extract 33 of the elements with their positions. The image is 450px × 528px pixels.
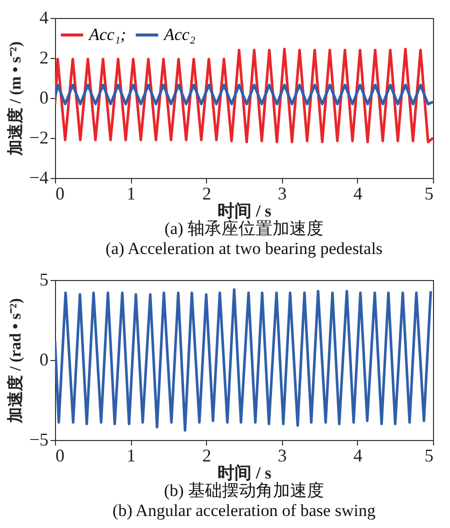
legend-label: Acc₂ [163, 25, 196, 44]
text: (b) Angular acceleration of base swing [112, 501, 376, 520]
line-series [55, 48, 433, 144]
x-axis-title: 时间 / s [218, 202, 272, 220]
y-tick-label: −4 [29, 168, 48, 188]
y-tick-label: 4 [40, 8, 48, 28]
x-tick-label: 2 [202, 184, 212, 204]
x-tick-label: 0 [56, 184, 64, 204]
y-tick-label: −2 [29, 128, 48, 148]
y-tick-label: 0 [40, 88, 48, 108]
text: (a) 轴承座位置加速度 [164, 219, 324, 238]
text: (b) 基础摆动角加速度 [164, 481, 324, 500]
legend-label: Acc₁; [88, 25, 126, 44]
x-tick-label: 1 [126, 184, 136, 204]
x-tick-label: 0 [56, 446, 64, 466]
x-tick-label: 4 [353, 184, 362, 204]
y-tick-label: −5 [29, 430, 48, 450]
y-tick-label: 5 [40, 270, 48, 290]
x-tick-label: 1 [126, 446, 136, 466]
x-tick-label: 5 [424, 446, 434, 466]
x-tick-label: 2 [202, 446, 212, 466]
line-series [55, 288, 432, 432]
text: (a) Acceleration at two bearing pedestals [105, 239, 383, 258]
x-tick-label: 3 [278, 184, 287, 204]
x-axis-title: 时间 / s [218, 464, 272, 482]
y-tick-label: 0 [40, 350, 48, 370]
x-tick-label: 3 [278, 446, 287, 466]
y-axis-title: 加速度 / (rad • s⁻²) [5, 298, 24, 424]
y-tick-label: 2 [40, 48, 48, 68]
line-series [55, 84, 433, 106]
y-axis-title: 加速度 / (m • s⁻²) [5, 41, 24, 157]
x-tick-label: 5 [424, 184, 434, 204]
x-tick-label: 4 [353, 446, 362, 466]
